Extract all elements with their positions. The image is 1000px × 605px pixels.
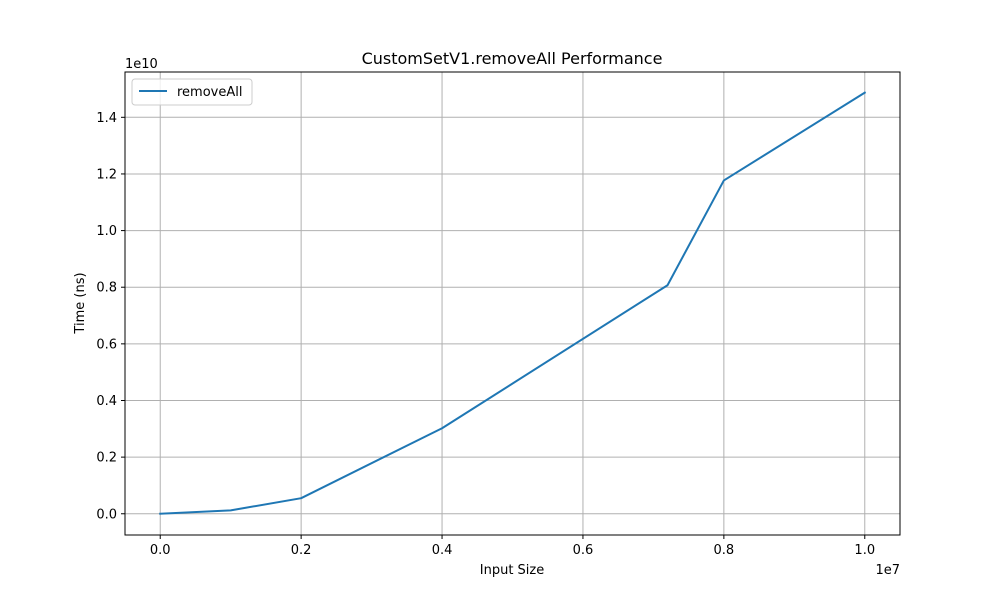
series-line-removeAll: [159, 91, 867, 515]
x-axis-ticks: 0.0 0.2 0.4 0.6 0.8 1.0: [150, 535, 875, 558]
y-tick-label: 1.0: [96, 224, 117, 239]
legend: removeAll: [131, 78, 253, 106]
plot-background: [125, 72, 900, 535]
y-tick-label: 0.0: [96, 507, 117, 522]
legend-box: [131, 78, 253, 106]
plot-frame: [124, 71, 901, 536]
y-tick-label: 1.4: [96, 111, 117, 126]
y-axis-ticks: 0.0 0.2 0.4 0.6 0.8 1.0 1.2 1.4: [96, 111, 125, 522]
series-lines: [159, 91, 867, 515]
x-tick-label: 0.2: [291, 543, 312, 558]
y-tick-label: 0.6: [96, 337, 117, 352]
y-axis-label: Time (ns): [73, 272, 88, 334]
x-tick-label: 0.6: [573, 543, 594, 558]
y-tick-label: 0.2: [96, 451, 117, 466]
y-offset-label: 1e10: [125, 57, 158, 72]
x-offset-label: 1e7: [875, 563, 900, 578]
y-tick-label: 1.2: [96, 167, 117, 182]
y-tick-label: 0.4: [96, 394, 117, 409]
x-tick-label: 0.8: [714, 543, 735, 558]
chart-title: CustomSetV1.removeAll Performance: [362, 49, 663, 68]
x-tick-label: 0.4: [432, 543, 453, 558]
legend-label: removeAll: [177, 85, 242, 100]
x-axis-label: Input Size: [480, 563, 544, 578]
y-tick-label: 0.8: [96, 281, 117, 296]
x-tick-label: 1.0: [854, 543, 875, 558]
x-tick-label: 0.0: [150, 543, 171, 558]
grid-lines: [125, 72, 900, 535]
